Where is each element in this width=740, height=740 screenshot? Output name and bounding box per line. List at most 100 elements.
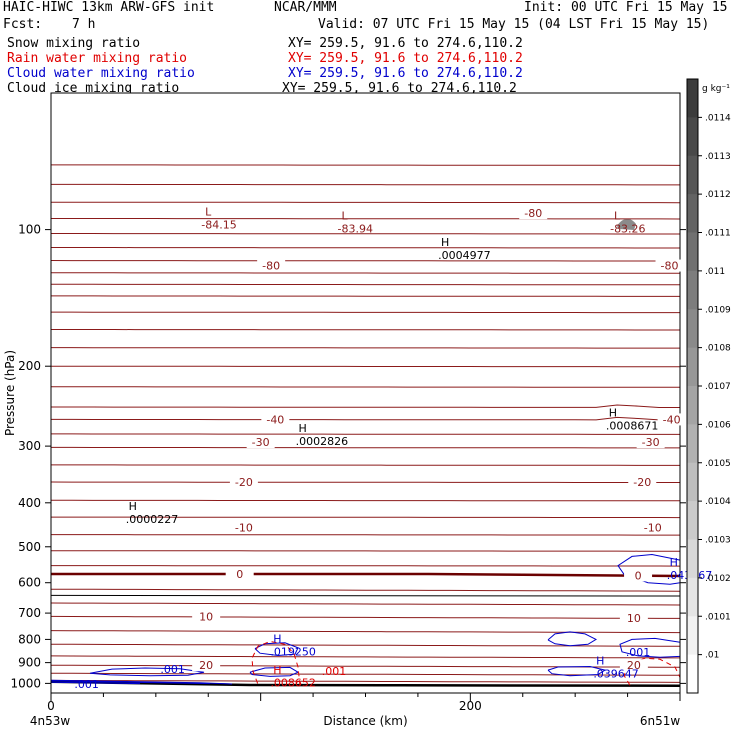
cloud-water-contour [249,666,300,677]
isotherm-line [51,446,680,449]
isotherm-line [51,347,680,349]
colorbar-segment [687,309,698,349]
colorbar-tick-label: .0104 [705,497,731,507]
isotherm-line [51,672,681,676]
y-tick-label: 700 [18,606,41,620]
isotherm-line [51,464,680,466]
colorbar-tick-label: .0106 [705,420,731,430]
isotherm-label: -10 [644,521,662,534]
init-time: Init: 00 UTC Fri 15 May 15 [524,0,728,15]
isotherm-label: -20 [235,476,253,489]
y-tick-label: 300 [18,439,41,453]
valid-time: Valid: 07 UTC Fri 15 May 15 (04 LST Fri … [318,17,710,32]
isotherm-label-bg [624,569,653,582]
extremum-value: .019250 [270,646,316,659]
center-label: NCAR/MMM [274,0,337,15]
extremum-mark: H [273,663,281,676]
cloud-water-contour [89,667,205,677]
extremum-mark: H [273,633,281,646]
y-axis-title: Pressure (hPa) [3,350,17,436]
cloud-water-contour [547,665,607,677]
isotherm-label: 0 [236,568,243,581]
cloud-water-field-xy: XY= 259.5, 91.6 to 274.6,110.2 [288,66,523,81]
cloud-water-contour [50,679,233,685]
y-tick-label: 800 [18,632,41,646]
cloud-ice-field-name: Cloud ice mixing ratio [7,81,180,96]
isotherm-label-bg [257,259,286,272]
extremum-mark: H [298,422,306,435]
isotherm-line [50,655,680,659]
isotherm-line [50,260,680,262]
colorbar-segment [687,270,698,310]
colorbar-tick-label: .0114 [705,113,731,123]
colorbar-tick-label: .0107 [705,382,731,392]
isotherm-line [51,365,680,368]
isotherm-label-bg [261,413,290,426]
isotherm-line [51,499,680,502]
contour-label: .001 [322,665,347,678]
y-tick-label: 400 [18,496,41,510]
extremum-mark: H [670,556,678,569]
extremum-value: -83.26 [610,223,645,236]
extremum-value: .039647 [593,668,639,681]
colorbar-segment [687,194,698,233]
isotherm-label: 10 [627,612,641,625]
isotherm-label: -80 [661,260,679,273]
contour-label: .001 [160,663,185,676]
plot-area [51,93,680,693]
isotherm-line [51,643,681,647]
isotherm-label: -40 [266,413,284,426]
extremum-mark: H [609,406,617,419]
isotherm-line [51,534,680,536]
colorbar-unit: g kg⁻¹ [702,84,730,94]
colorbar-tick-label: .0111 [705,229,731,239]
isotherm-label-bg [229,476,258,489]
cloud-ice-field-xy: XY= 259.5, 91.6 to 274.6,110.2 [282,81,517,96]
isotherm-label: -80 [262,260,280,273]
x-end-location: 6n51w [640,714,681,728]
snow-field-name: Snow mixing ratio [7,36,141,51]
x-start-location: 4n53w [30,714,71,728]
colorbar-segment [687,539,698,579]
extremum-mark: H [129,500,137,513]
y-tick-label: 500 [18,540,41,554]
isotherm-label-bg [246,436,275,449]
isotherm-line [51,164,681,166]
isotherm-label-bg [192,610,221,623]
y-tick-label: 1000 [10,676,41,690]
colorbar-tick-label: .0113 [705,152,731,162]
isotherm-line [51,201,681,204]
x-tick-label: 0 [47,699,55,713]
forecast-label: Fcst: [3,17,43,32]
isotherm-line [50,615,680,619]
freezing-level-line [51,572,681,578]
isotherm-label: 20 [199,659,213,672]
isotherm-line [51,295,680,297]
colorbar-tick-label: .011 [705,267,725,277]
extremum-mark: H [441,236,449,249]
extremum-mark: L [205,206,212,219]
isotherm-label-bg [519,207,548,220]
isotherm-line [51,386,680,388]
rain-field-xy: XY= 259.5, 91.6 to 274.6,110.2 [288,51,523,66]
isotherm-line [51,588,681,592]
colorbar-tick-label: .01 [705,651,719,661]
isotherm-label: -30 [642,436,660,449]
isotherm-line [50,481,680,483]
colorbar-tick-label: .0102 [705,574,731,584]
forecast-hour: 7 h [72,17,96,32]
isotherm-line [51,416,680,421]
colorbar-segment [687,155,698,195]
y-tick-label: 100 [18,223,41,237]
isotherm-label: 10 [199,610,213,623]
isotherm-label: 0 [635,569,642,582]
isotherm-label: -30 [252,436,270,449]
rain-water-contour [623,657,681,686]
isotherm-line [50,679,681,683]
extremum-value: -83.94 [338,223,373,236]
colorbar-segment [687,654,698,694]
colorbar-segment [687,616,698,656]
isotherm-label-bg [638,521,667,534]
isotherm-label-bg [657,413,686,426]
